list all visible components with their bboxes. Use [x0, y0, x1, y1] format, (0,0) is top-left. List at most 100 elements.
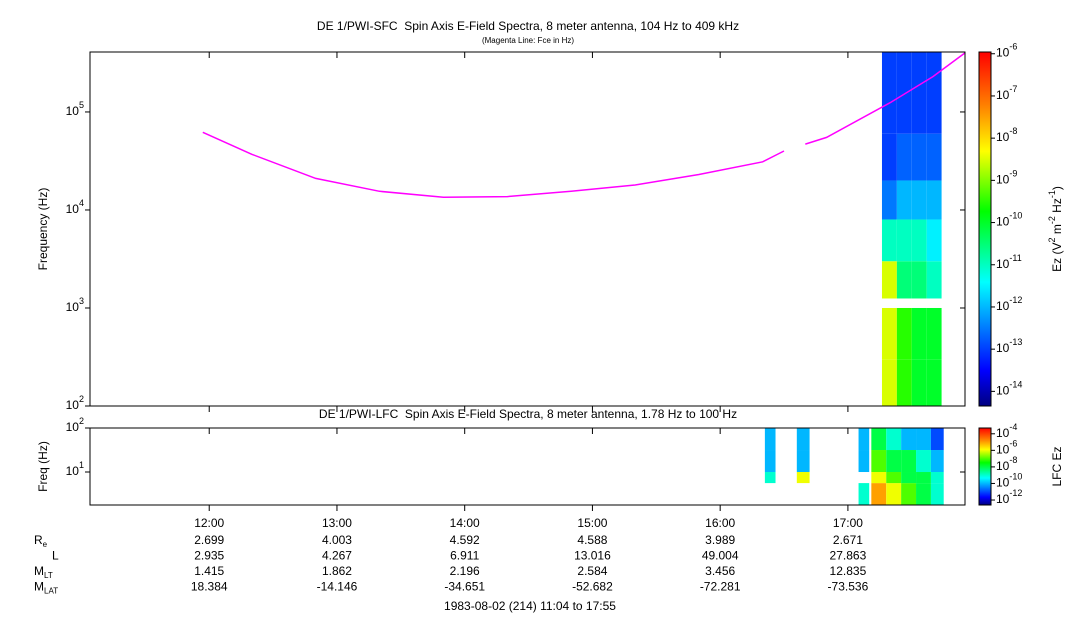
tick-label: 10-7 — [996, 84, 1017, 102]
colorbar-label-part: 2 — [1047, 238, 1057, 243]
spectrum-cell — [930, 428, 944, 451]
spectrum-cell — [896, 219, 912, 262]
ephemeris-value: 49.004 — [702, 549, 739, 563]
ephemeris-value: 1.415 — [194, 564, 224, 578]
tick-label-exp: -6 — [1009, 439, 1017, 449]
spectrum-cell — [881, 52, 897, 134]
ephemeris-value: -14.146 — [317, 580, 358, 594]
ephemeris-value: -34.651 — [444, 580, 485, 594]
tick-label-exp: -9 — [1009, 169, 1017, 179]
spectrum-cell — [901, 483, 917, 505]
x-tick-label: 14:00 — [450, 516, 480, 530]
tick-label-base: 10 — [996, 476, 1010, 490]
y-axis-label: Freq (Hz) — [36, 441, 50, 492]
tick-label-base: 10 — [996, 459, 1010, 473]
tick-label-base: 10 — [66, 398, 80, 412]
ephemeris-value: 18.384 — [191, 580, 228, 594]
ephemeris-value: -72.281 — [700, 580, 741, 594]
ephemeris-value: -52.682 — [572, 580, 613, 594]
spectrum-cell — [764, 428, 776, 451]
tick-label: 10-9 — [996, 169, 1017, 187]
tick-label: 10-4 — [996, 422, 1017, 440]
spectrum-cell — [871, 428, 887, 451]
ephemeris-value: -73.536 — [828, 580, 869, 594]
tick-label-base: 10 — [996, 46, 1010, 60]
spectrum-cell — [764, 472, 776, 484]
ephemeris-value: 2.671 — [833, 533, 863, 547]
spectrum-cell — [911, 261, 927, 299]
tick-label-exp: -6 — [1009, 42, 1017, 52]
ephemeris-value: 4.588 — [577, 533, 607, 547]
tick-label: 10-10 — [996, 472, 1022, 490]
spectrum-cell — [911, 359, 927, 406]
spectrum-cell — [926, 133, 942, 181]
tick-label-exp: -11 — [1009, 253, 1021, 263]
plot-frame — [89, 51, 966, 407]
tick-label: 10-14 — [996, 380, 1022, 398]
spectrum-cell — [881, 261, 897, 299]
tick-label-base: 10 — [996, 426, 1010, 440]
spectrum-cell — [881, 307, 897, 360]
spectrum-cell — [881, 133, 897, 181]
tick-label: 10-11 — [996, 253, 1022, 271]
spectrum-cell — [911, 180, 927, 220]
colorbar-label: LFC Ez — [1050, 446, 1064, 486]
spectrum-cell — [911, 133, 927, 181]
tick-label-exp: -7 — [1009, 84, 1017, 94]
ephemeris-label: MLAT — [34, 580, 58, 596]
spectrum-cell — [930, 450, 944, 473]
tick-label-base: 10 — [996, 215, 1010, 229]
spectrum-cell — [926, 307, 942, 360]
spectrum-cell — [896, 261, 912, 299]
tick-label-exp: 2 — [79, 416, 84, 426]
colorbar-label-part: Ez (V — [1050, 243, 1064, 272]
ephemeris-value: 2.935 — [194, 549, 224, 563]
ephemeris-label: MLT — [34, 564, 53, 580]
ephemeris-label: Re — [34, 533, 48, 549]
spectrum-cell — [896, 359, 912, 406]
ephemeris-label: L — [52, 549, 59, 563]
spectrum-cell — [926, 359, 942, 406]
spectrum-cell — [930, 483, 944, 505]
spectrum-cell — [871, 472, 887, 484]
spectrum-cell — [886, 450, 902, 473]
ephemeris-label-main: R — [34, 533, 43, 547]
tick-label-base: 10 — [66, 420, 80, 434]
spectrum-cell — [871, 450, 887, 473]
tick-label-base: 10 — [66, 464, 80, 478]
chart-title: DE 1/PWI-SFC Spin Axis E-Field Spectra, … — [317, 19, 739, 33]
tick-label-base: 10 — [66, 202, 80, 216]
spectrum-cell — [886, 483, 902, 505]
colorbar — [978, 427, 992, 506]
ephemeris-value: 27.863 — [830, 549, 867, 563]
spectrum-cell — [881, 180, 897, 220]
ephemeris-value: 2.584 — [577, 564, 607, 578]
tick-label-base: 10 — [996, 88, 1010, 102]
spectrum-cell — [886, 472, 902, 484]
ephemeris-value: 1.862 — [322, 564, 352, 578]
tick-label-base: 10 — [66, 104, 80, 118]
tick-label-base: 10 — [996, 299, 1010, 313]
tick-label-exp: 5 — [79, 100, 84, 110]
tick-label-base: 10 — [996, 341, 1010, 355]
spectrum-cell — [796, 472, 810, 484]
spectrum-cell — [896, 180, 912, 220]
tick-label: 105 — [66, 100, 84, 118]
spectrum-cell — [858, 450, 870, 473]
spectrum-cell — [796, 450, 810, 473]
tick-label-base: 10 — [996, 130, 1010, 144]
ephemeris-value: 4.267 — [322, 549, 352, 563]
ephemeris-label-sub: LAT — [44, 587, 58, 596]
ephemeris-value: 2.699 — [194, 533, 224, 547]
colorbar — [978, 51, 992, 407]
ephemeris-value: 3.989 — [705, 533, 735, 547]
spectrum-cell — [858, 428, 870, 451]
tick-label: 103 — [66, 296, 84, 314]
spectrum-cell — [871, 483, 887, 505]
spectrum-cell — [930, 472, 944, 484]
ephemeris-label-main: M — [34, 564, 44, 578]
tick-label-exp: -12 — [1009, 488, 1022, 498]
ephemeris-value: 2.196 — [450, 564, 480, 578]
tick-label: 10-8 — [996, 455, 1017, 473]
